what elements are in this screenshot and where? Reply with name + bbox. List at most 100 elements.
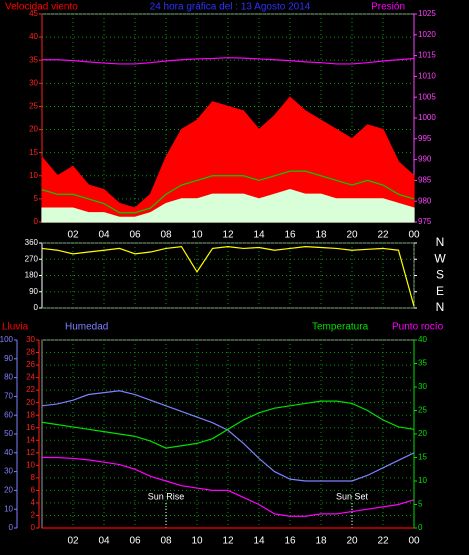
- y-tick-label: 980: [418, 196, 432, 205]
- y-tick-label: 1020: [418, 30, 436, 39]
- y-tick-label: 24: [26, 373, 35, 382]
- x-tick-label: 12: [222, 536, 234, 547]
- y-tick-label: 15: [418, 453, 427, 462]
- direction-label: N: [436, 235, 445, 249]
- x-tick-label: 02: [67, 230, 79, 241]
- series-line: [41, 390, 415, 482]
- y-tick-label: 0: [31, 523, 36, 532]
- series-area: [41, 189, 415, 223]
- y-tick-label: 20: [4, 486, 13, 495]
- y-tick-label: 0: [34, 217, 39, 226]
- y-tick-label: 20: [29, 125, 38, 134]
- x-tick-label: 18: [315, 536, 327, 547]
- chart-title: 24 hora gráfica del : 13 Agosto 2014: [150, 2, 311, 13]
- y-tick-label: 6: [31, 486, 36, 495]
- y-tick-label: 180: [25, 271, 39, 280]
- y-tick-label: 100: [0, 335, 14, 344]
- x-tick-label: 02: [67, 536, 79, 547]
- y-tick-label: 10: [26, 460, 35, 469]
- y-tick-label: 10: [29, 171, 38, 180]
- y-tick-label: 4: [31, 498, 36, 507]
- y-tick-label: 16: [26, 423, 35, 432]
- y-tick-label: 22: [26, 385, 35, 394]
- y-tick-label: 26: [26, 360, 35, 369]
- y-tick-label: 10: [4, 504, 13, 513]
- y-tick-label: 8: [31, 473, 36, 482]
- series-line: [42, 57, 415, 65]
- series-line: [41, 400, 415, 449]
- series-label: Velocidad viento: [5, 2, 78, 13]
- y-tick-label: 1000: [418, 113, 436, 122]
- y-tick-label: 10: [418, 476, 427, 485]
- y-tick-label: 12: [26, 448, 35, 457]
- y-tick-label: 28: [26, 348, 35, 357]
- y-tick-label: 70: [4, 392, 13, 401]
- x-tick-label: 14: [253, 536, 265, 547]
- x-tick-label: 18: [315, 230, 327, 241]
- series-label: Humedad: [65, 322, 108, 333]
- y-tick-label: 985: [418, 176, 432, 185]
- y-tick-label: 20: [418, 429, 427, 438]
- y-tick-label: 5: [34, 194, 39, 203]
- y-tick-label: 0: [34, 303, 39, 312]
- direction-label: W: [434, 251, 446, 265]
- y-tick-label: 45: [29, 9, 38, 18]
- y-tick-label: 0: [9, 523, 14, 532]
- y-tick-label: 90: [4, 354, 13, 363]
- x-tick-label: 00: [408, 230, 420, 241]
- series-label: Lluvia: [2, 322, 29, 333]
- y-tick-label: 990: [418, 155, 432, 164]
- series-area: [41, 96, 415, 223]
- annotation-label: Sun Rise: [148, 491, 185, 501]
- y-tick-label: 25: [29, 102, 38, 111]
- series-label: Temperatura: [312, 322, 369, 333]
- x-tick-label: 10: [191, 536, 203, 547]
- y-tick-label: 50: [4, 429, 13, 438]
- y-tick-label: 35: [29, 55, 38, 64]
- y-tick-label: 25: [418, 406, 427, 415]
- y-tick-label: 0: [418, 523, 423, 532]
- y-tick-label: 14: [26, 435, 35, 444]
- x-tick-label: 22: [377, 230, 389, 241]
- y-tick-label: 975: [418, 217, 432, 226]
- x-tick-label: 06: [129, 536, 141, 547]
- y-tick-label: 1025: [418, 9, 436, 18]
- x-tick-label: 10: [191, 230, 203, 241]
- x-tick-label: 06: [129, 230, 141, 241]
- y-tick-label: 1005: [418, 92, 436, 101]
- direction-label: E: [436, 284, 444, 298]
- y-tick-label: 18: [26, 410, 35, 419]
- series-line: [41, 245, 415, 307]
- x-tick-label: 20: [346, 536, 358, 547]
- y-tick-label: 1010: [418, 72, 436, 81]
- x-tick-label: 00: [408, 536, 420, 547]
- x-tick-label: 08: [160, 230, 172, 241]
- y-tick-label: 270: [25, 254, 39, 263]
- y-tick-label: 30: [29, 78, 38, 87]
- y-tick-label: 90: [29, 287, 38, 296]
- series-label: Presión: [371, 2, 405, 13]
- y-tick-label: 80: [4, 373, 13, 382]
- y-tick-label: 30: [418, 382, 427, 391]
- x-tick-label: 22: [377, 536, 389, 547]
- y-tick-label: 995: [418, 134, 432, 143]
- series-line: [41, 170, 415, 214]
- y-tick-label: 40: [29, 32, 38, 41]
- y-tick-label: 15: [29, 148, 38, 157]
- annotation-label: Sun Set: [336, 491, 369, 501]
- series-label: Punto rocío: [392, 322, 444, 333]
- y-tick-label: 60: [4, 410, 13, 419]
- y-tick-label: 1015: [418, 51, 436, 60]
- x-tick-label: 16: [284, 536, 296, 547]
- series-line: [42, 456, 415, 517]
- y-tick-label: 30: [26, 335, 35, 344]
- y-tick-label: 40: [418, 335, 427, 344]
- x-tick-label: 20: [346, 230, 358, 241]
- y-tick-label: 40: [4, 448, 13, 457]
- x-tick-label: 04: [98, 230, 110, 241]
- x-tick-label: 12: [222, 230, 234, 241]
- x-tick-label: 14: [253, 230, 265, 241]
- y-tick-label: 5: [418, 500, 423, 509]
- direction-label: S: [436, 268, 444, 282]
